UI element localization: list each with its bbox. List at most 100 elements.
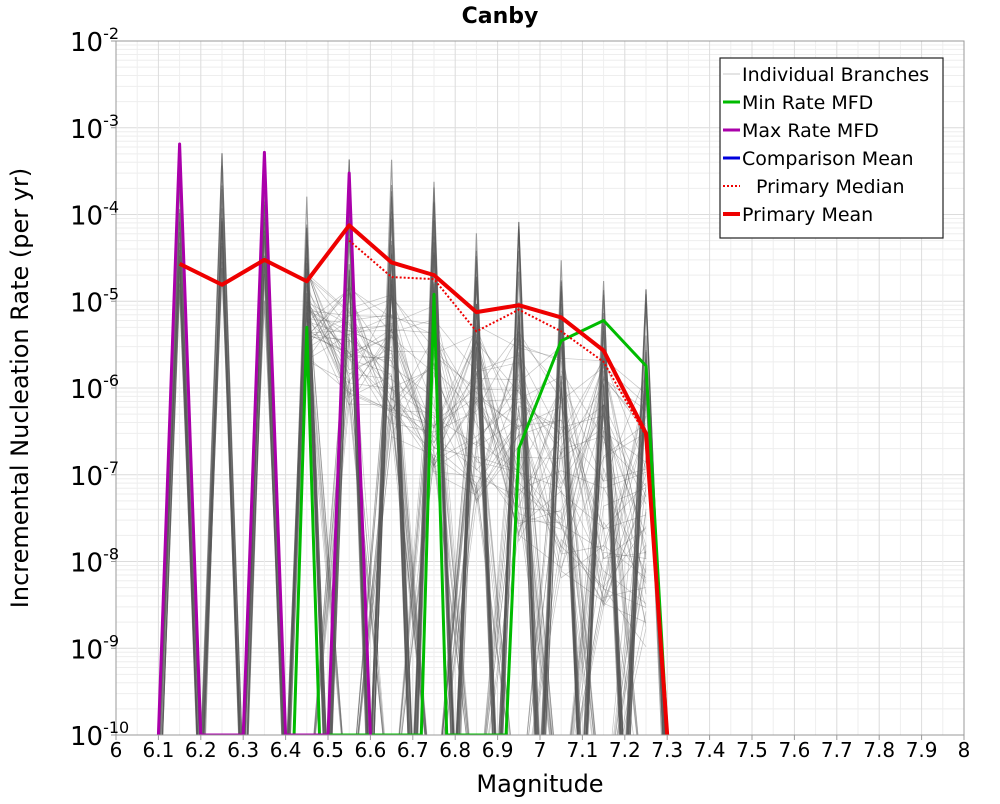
branch-line [306, 314, 647, 595]
grid-layer [115, 41, 965, 736]
branch-line [585, 331, 621, 735]
branch-line [356, 305, 647, 735]
y-tick-base: 10 [70, 375, 103, 405]
branch-line [306, 298, 638, 735]
branch-line [306, 304, 647, 735]
y-tick-base: 10 [70, 722, 103, 752]
y-tick-exponent: -8 [103, 545, 119, 564]
y-tick-label: 10-9 [70, 631, 119, 665]
y-tick-label: 10-2 [70, 24, 119, 58]
branch-line [306, 333, 647, 735]
branch-line [306, 288, 647, 735]
branch-line [358, 435, 647, 735]
y-tick-exponent: -10 [103, 718, 129, 737]
branch-line [542, 328, 581, 735]
branch-line [540, 280, 582, 735]
branch-line [306, 273, 647, 735]
x-tick-label: 7.7 [821, 738, 853, 762]
y-tick-exponent: -3 [103, 111, 119, 130]
x-tick-label: 7.8 [863, 738, 895, 762]
branch-line [587, 312, 624, 735]
y-tick-base: 10 [70, 462, 103, 492]
series-layer [156, 142, 670, 735]
legend-label: Primary Mean [742, 204, 873, 226]
branch-line [313, 289, 647, 735]
y-tick-label: 10-10 [70, 718, 129, 752]
y-tick-exponent: -6 [103, 371, 119, 390]
branch-line [306, 268, 647, 735]
y-tick-exponent: -5 [103, 284, 119, 303]
branch-line [286, 227, 327, 735]
branch-line [306, 296, 552, 735]
legend-label: Individual Branches [742, 64, 929, 86]
branch-line [399, 373, 647, 735]
branch-line [314, 346, 647, 735]
series-primary-mean [178, 223, 670, 735]
branch-line [502, 331, 536, 735]
branch-line [357, 327, 647, 735]
branch-line [314, 323, 647, 735]
x-axis-label: Magnitude [476, 770, 603, 798]
branch-line [306, 287, 647, 735]
y-tick-label: 10-4 [70, 198, 119, 232]
branch-line [306, 274, 647, 735]
x-tick-label: 7.2 [609, 738, 641, 762]
branch-line [306, 292, 647, 735]
branch-line [413, 286, 454, 735]
y-tick-label: 10-5 [70, 284, 119, 318]
x-tick-label: 6.9 [482, 738, 514, 762]
y-tick-base: 10 [70, 202, 103, 232]
branch-line [315, 341, 647, 735]
y-tick-label: 10-8 [70, 545, 119, 579]
branch-line [306, 332, 647, 735]
x-tick-label: 6.8 [439, 738, 471, 762]
x-tick-label: 7.9 [906, 738, 938, 762]
x-tick-label: 6.5 [312, 738, 344, 762]
branch-line [313, 329, 647, 735]
legend-label: Primary Median [756, 176, 905, 198]
x-tick-label: 7.4 [694, 738, 726, 762]
branch-line [445, 339, 647, 735]
branch-line [306, 275, 647, 735]
branch-line [373, 185, 410, 735]
series-min-rate-mfd [292, 292, 669, 735]
x-tick-label: 6.4 [270, 738, 302, 762]
y-tick-label: 10-6 [70, 371, 119, 405]
branch-line [306, 305, 647, 735]
y-tick-exponent: -7 [103, 458, 119, 477]
branch-line [306, 273, 647, 552]
x-tick-label: 7.6 [778, 738, 810, 762]
y-tick-base: 10 [70, 115, 103, 145]
y-tick-base: 10 [70, 549, 103, 579]
y-tick-exponent: -2 [103, 24, 119, 43]
legend-label: Comparison Mean [742, 148, 914, 170]
branch-line [306, 309, 647, 735]
branch-line [313, 294, 647, 735]
y-tick-label: 10-3 [70, 111, 119, 145]
branch-line [306, 320, 638, 735]
branch-line [356, 314, 647, 735]
branch-line [315, 334, 647, 735]
x-tick-label: 7.5 [736, 738, 768, 762]
branch-line [357, 322, 647, 735]
branch-line [288, 196, 325, 735]
branch-line [306, 328, 647, 735]
x-tick-label: 6.3 [227, 738, 259, 762]
x-tick-label: 6.1 [142, 738, 174, 762]
x-tick-label: 6 [110, 738, 123, 762]
x-tick-label: 6.6 [354, 738, 386, 762]
branch-line [306, 299, 647, 735]
x-tick-label: 8 [958, 738, 971, 762]
x-tick-label: 6.2 [185, 738, 217, 762]
branch-line [584, 404, 621, 735]
x-tick-label: 7.1 [566, 738, 598, 762]
branch-line [289, 285, 324, 735]
branch-line [306, 310, 639, 735]
branch-line [314, 328, 647, 735]
y-tick-label: 10-7 [70, 458, 119, 492]
branch-line [306, 283, 647, 735]
branch-line [306, 298, 647, 735]
branch-line [306, 321, 647, 735]
branch-line [306, 299, 647, 735]
